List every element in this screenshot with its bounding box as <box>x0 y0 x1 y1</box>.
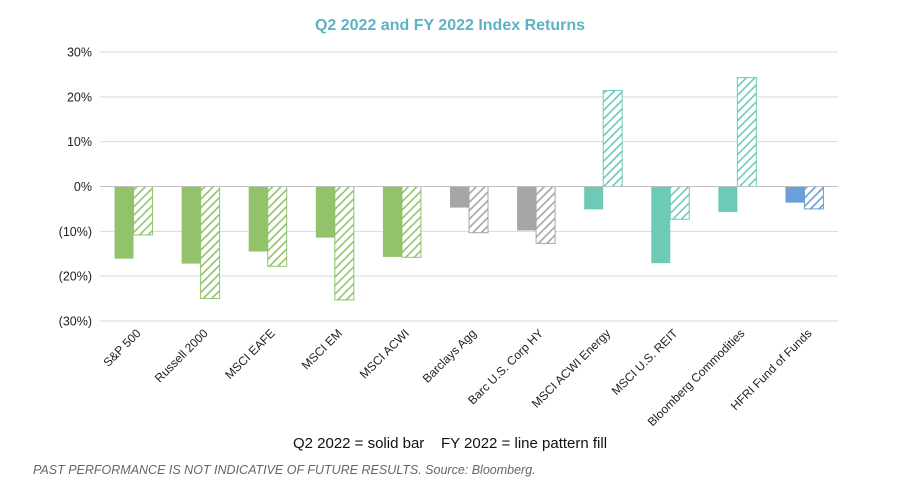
bar-fy-bloomberg-commodities <box>736 77 757 187</box>
bar-fy-msci-acwi <box>401 186 422 258</box>
bar-fy-barclays-agg <box>468 186 489 234</box>
category-label: S&P 500 <box>100 326 143 369</box>
y-tick-label: 30% <box>67 46 92 60</box>
bar-q2-msci-eafe <box>248 186 268 252</box>
bar-fy-msci-u-s-reit <box>669 186 690 220</box>
category-label: Russell 2000 <box>152 326 211 385</box>
bar-q2-s-p-500 <box>114 186 134 259</box>
bar-q2-barclays-agg <box>450 186 469 208</box>
bar-fy-russell-2000 <box>200 186 221 300</box>
y-tick-label: 0% <box>74 180 92 194</box>
bar-fy-barc-u-s-corp-hy <box>535 186 556 244</box>
bar-fy-msci-acwi-energy <box>602 90 623 187</box>
y-tick-label: 20% <box>67 90 92 104</box>
bar-q2-russell-2000 <box>181 186 201 264</box>
category-label: MSCI ACWI <box>357 326 412 381</box>
bar-q2-bloomberg-commodities <box>718 186 738 213</box>
y-tick-label: (30%) <box>59 315 92 329</box>
category-label: MSCI EAFE <box>222 326 278 382</box>
bar-fy-msci-eafe <box>267 186 288 267</box>
y-tick-label: 10% <box>67 135 92 149</box>
bar-fy-msci-em <box>334 186 355 301</box>
bar-q2-msci-em <box>315 186 335 238</box>
category-label: MSCI EM <box>299 326 345 372</box>
bars <box>100 77 838 301</box>
bar-q2-msci-acwi-energy <box>584 186 604 210</box>
bar-fy-s-p-500 <box>133 186 154 236</box>
bar-q2-msci-acwi <box>382 186 402 257</box>
footnote: PAST PERFORMANCE IS NOT INDICATIVE OF FU… <box>33 463 536 477</box>
x-axis-category-labels: S&P 500 Russell 2000 MSCI EAFE MSCI EM MSCI … <box>100 326 814 429</box>
bar-q2-msci-u-s-reit <box>651 186 671 264</box>
bar-q2-hfri-fund-of-funds <box>785 186 805 203</box>
category-label: MSCI U.S. REIT <box>609 326 681 398</box>
bar-q2-barc-u-s-corp-hy <box>517 186 537 231</box>
chart-title: Q2 2022 and FY 2022 Index Returns <box>315 17 585 34</box>
category-label: Barclays Agg <box>420 326 479 385</box>
bar-fy-hfri-fund-of-funds <box>803 186 824 210</box>
legend-note: Q2 2022 = solid bar FY 2022 = line patte… <box>293 435 607 452</box>
y-tick-label: (20%) <box>59 270 92 284</box>
y-axis-ticks: 30% 20% 10% 0% (10%) (20%) (30%) <box>59 46 92 329</box>
y-tick-label: (10%) <box>59 225 92 239</box>
